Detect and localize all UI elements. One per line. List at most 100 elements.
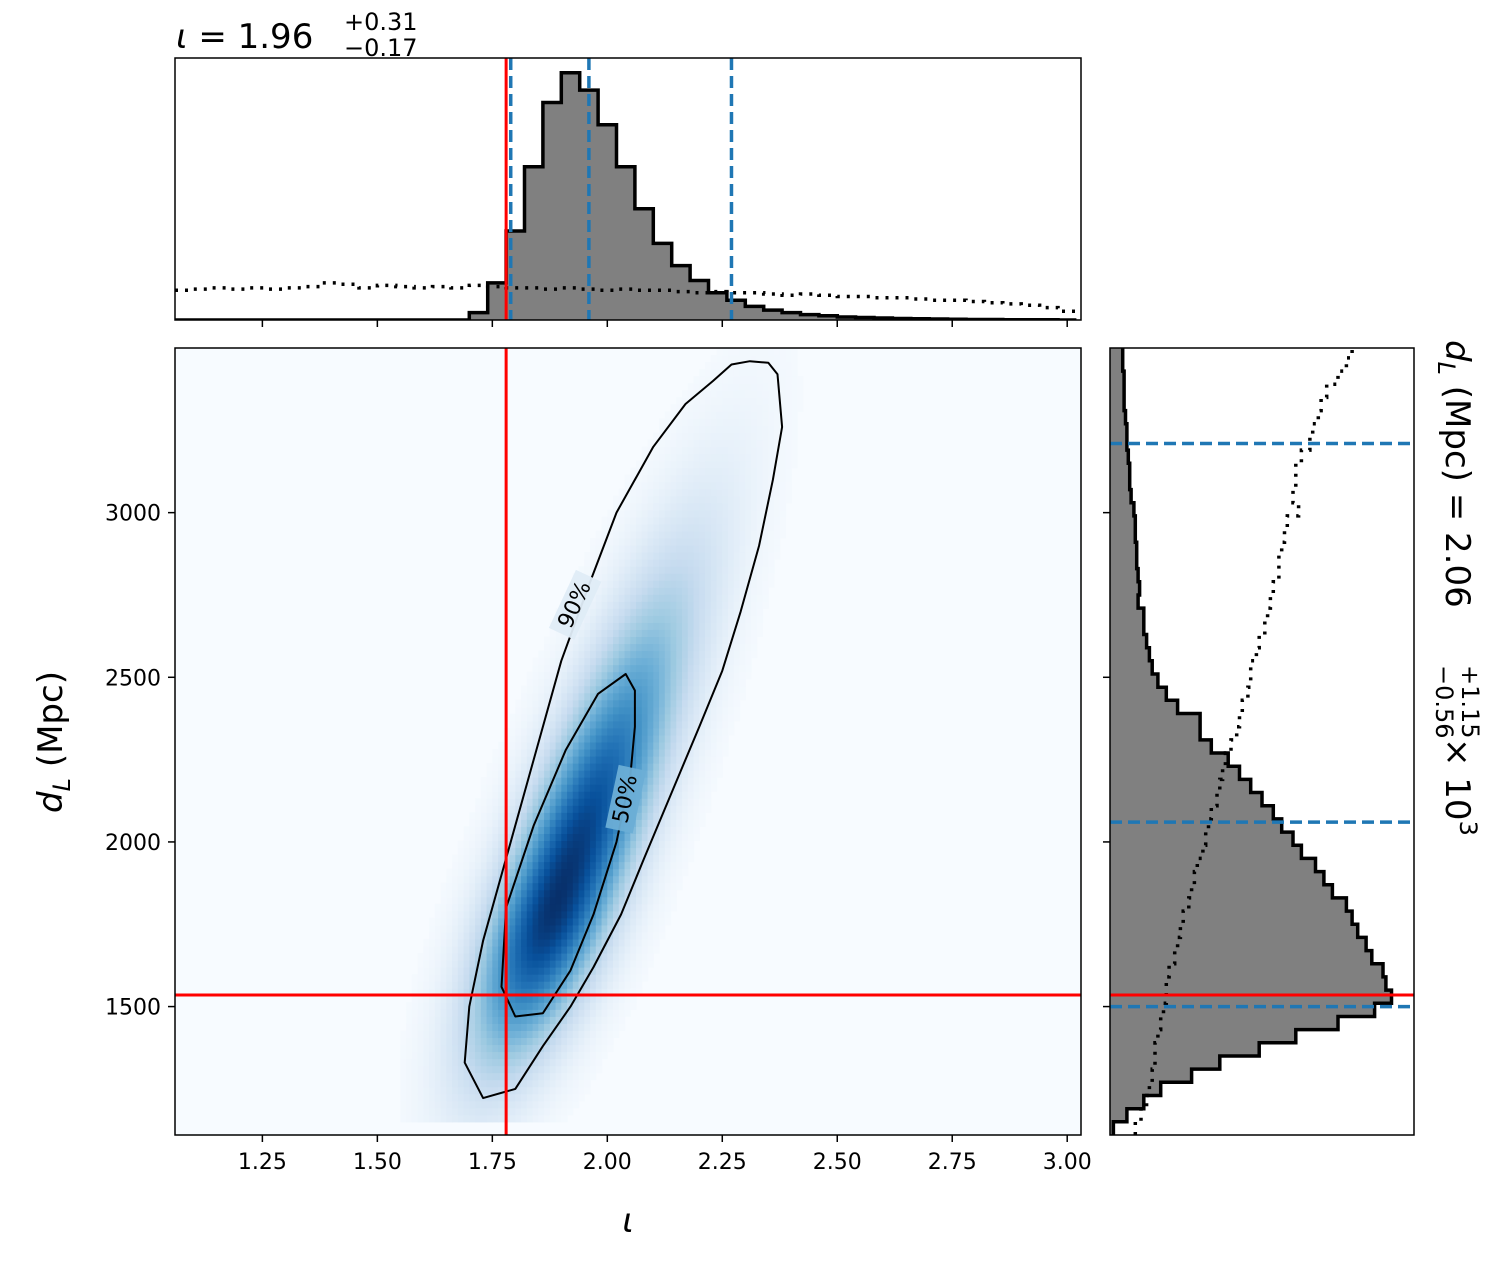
density-cell [641, 636, 649, 645]
density-cell [676, 580, 683, 588]
density-cell [607, 741, 614, 750]
density-cell [676, 474, 683, 483]
density-cell [584, 559, 591, 567]
density-cell [595, 995, 603, 1003]
density-cell [526, 981, 534, 989]
density-cell [791, 418, 798, 426]
density-cell [699, 777, 706, 785]
density-cell [515, 1051, 522, 1060]
density-cell [515, 784, 522, 792]
density-cell [676, 734, 683, 743]
density-cell [486, 847, 493, 856]
density-cell [561, 931, 568, 940]
density-cell [526, 931, 534, 940]
density-cell [526, 974, 534, 982]
density-cell [475, 805, 482, 813]
density-cell [601, 636, 608, 645]
density-cell [607, 678, 614, 687]
density-cell [624, 727, 631, 736]
density-cell [779, 397, 787, 405]
density-cell [613, 650, 620, 659]
density-cell [521, 840, 528, 849]
density-cell [429, 938, 436, 947]
density-cell [584, 664, 591, 673]
density-cell [584, 868, 591, 877]
density-cell [423, 1079, 430, 1088]
density-cell [400, 1093, 407, 1102]
density-cell [774, 481, 781, 490]
density-cell [607, 798, 614, 806]
density-cell [521, 924, 528, 933]
density-cell [595, 840, 603, 849]
density-cell [434, 1086, 442, 1095]
density-cell [561, 713, 568, 722]
density-cell [532, 1058, 539, 1067]
density-cell [728, 544, 735, 553]
density-cell [636, 945, 643, 954]
density-cell [480, 840, 488, 849]
density-cell [590, 798, 597, 806]
density-cell [452, 903, 459, 912]
density-cell [475, 967, 482, 975]
density-cell [705, 453, 712, 462]
density-cell [728, 516, 735, 525]
density-cell [584, 995, 591, 1003]
density-cell [607, 516, 614, 525]
density-cell [636, 643, 643, 652]
density-cell [618, 727, 626, 736]
density-cell [687, 692, 695, 701]
density-cell [423, 1114, 430, 1123]
density-cell [653, 544, 660, 553]
density-cell [739, 453, 746, 462]
density-cell [607, 509, 614, 518]
density-cell [452, 931, 459, 940]
density-cell [532, 1030, 539, 1039]
density-cell [561, 1058, 568, 1067]
density-cell [618, 967, 626, 975]
density-cell [549, 805, 557, 813]
density-cell [728, 720, 735, 729]
density-cell [636, 587, 643, 595]
density-cell [498, 854, 505, 863]
density-cell [538, 812, 545, 820]
density-cell [532, 995, 539, 1003]
density-cell [722, 720, 729, 729]
density-cell [521, 1107, 528, 1116]
density-cell [756, 355, 764, 363]
density-cell [670, 727, 677, 736]
density-cell [492, 1044, 499, 1053]
density-cell [561, 1002, 568, 1010]
density-cell [630, 643, 637, 652]
density-cell [733, 685, 741, 694]
density-cell [774, 348, 781, 356]
density-cell [486, 812, 493, 820]
density-cell [779, 439, 787, 448]
density-cell [664, 903, 672, 912]
density-cell [687, 390, 695, 398]
density-cell [728, 418, 735, 426]
density-cell [555, 636, 562, 645]
density-cell [549, 734, 557, 743]
density-cell [676, 530, 683, 539]
density-cell [590, 763, 597, 771]
density-cell [670, 819, 677, 827]
density-cell [745, 404, 752, 412]
density-cell [641, 833, 649, 842]
density-cell [538, 1037, 545, 1046]
density-cell [486, 1002, 493, 1010]
density-cell [739, 692, 746, 701]
density-cell [532, 699, 539, 708]
density-cell [682, 622, 689, 630]
density-cell [705, 580, 712, 588]
density-cell [515, 1030, 522, 1039]
density-cell [613, 945, 620, 954]
density-cell [457, 1093, 465, 1102]
density-cell [475, 1002, 482, 1010]
density-cell [733, 369, 741, 377]
density-cell [722, 622, 729, 630]
density-cell [607, 734, 614, 743]
density-cell [687, 467, 695, 476]
density-cell [492, 798, 499, 806]
density-cell [590, 720, 597, 729]
density-cell [434, 1100, 442, 1109]
